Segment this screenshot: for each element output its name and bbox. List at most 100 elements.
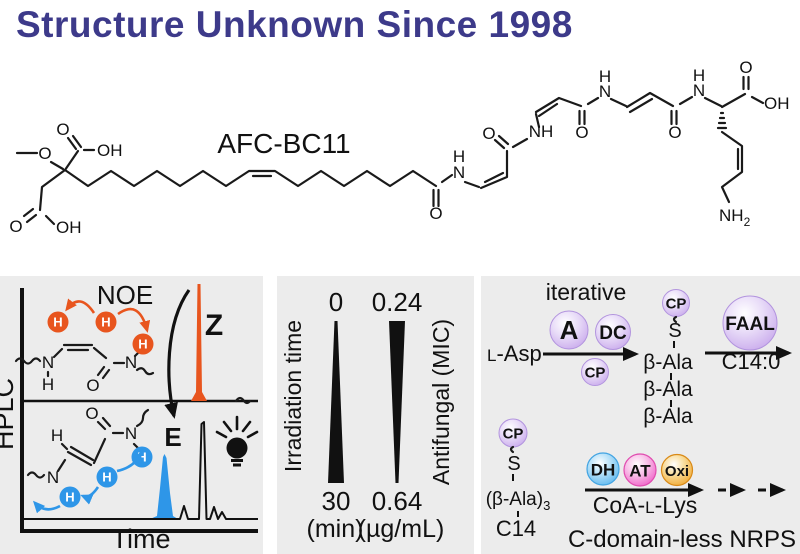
- figure-title: Structure Unknown Since 1998: [16, 4, 573, 45]
- svg-text:H: H: [137, 450, 146, 465]
- domain-sphere-dc: DC: [595, 314, 631, 350]
- o-atom: O: [56, 120, 69, 139]
- s-atom: S: [668, 320, 681, 342]
- hplc-panel: Z NOE N H O N H H H: [0, 276, 263, 554]
- z-peak: [191, 284, 207, 401]
- c14-label: C14: [496, 516, 536, 541]
- oh-atom: OH: [97, 141, 123, 160]
- o-atom: O: [86, 376, 99, 395]
- s-atom: S: [507, 453, 520, 475]
- h-atom: H: [51, 426, 63, 445]
- svg-text:CP: CP: [585, 365, 606, 382]
- molecule-structure: AFC-BC11 O O: [9, 58, 789, 237]
- n-atom: N: [693, 81, 705, 100]
- domain-sphere-at: AT: [623, 453, 657, 487]
- noe-label: NOE: [97, 280, 153, 310]
- skeletal-bonds: [15, 75, 765, 226]
- nh2-atom: NH2: [719, 206, 751, 229]
- mic-wedge: [389, 321, 405, 483]
- o-atom: O: [85, 404, 98, 423]
- hplc-x-axis-label: Time: [112, 524, 171, 554]
- coa-lys-label: CoA-L-Lys: [593, 492, 697, 518]
- domain-sphere-cp-top: CP: [662, 289, 690, 317]
- irradiation-end: 30: [322, 486, 351, 516]
- irradiation-unit: (min): [307, 515, 364, 543]
- h-atom: H: [42, 375, 54, 394]
- z-noe-protons: H H H: [47, 311, 154, 355]
- irradiation-start: 0: [329, 287, 343, 317]
- substrate-label: L-Asp: [487, 341, 542, 366]
- oh-atom: OH: [56, 218, 82, 237]
- o-atom: O: [429, 204, 442, 223]
- molecule-atom-labels: O O OH O OH O N H O NH O N H O N H O OH …: [9, 58, 789, 237]
- nrps-panel: iterative A DC CP L-Asp CP S β-Ala: [481, 276, 800, 554]
- svg-text:Oxi: Oxi: [665, 463, 689, 480]
- domain-sphere-faal: FAAL: [722, 295, 778, 351]
- mic-unit: (µg/mL): [358, 515, 445, 543]
- domain-sphere-cp-bottom: CP: [498, 418, 528, 448]
- n-atom: N: [125, 424, 137, 443]
- h-atom: H: [453, 147, 465, 166]
- o-atom: O: [9, 217, 22, 236]
- thioester-link-bottom: [509, 445, 515, 454]
- n-atom: N: [453, 163, 465, 182]
- thioester-link-top: [672, 315, 678, 324]
- mic-end: 0.64: [372, 486, 423, 516]
- gradient-panel: 0 0.24 30 0.64 (min) (µg/mL) Irradiation…: [277, 276, 474, 554]
- svg-text:H: H: [65, 490, 74, 505]
- domain-sphere-oxi: Oxi: [660, 453, 694, 487]
- molecule-name: AFC-BC11: [217, 128, 350, 159]
- n-atom: N: [42, 353, 54, 372]
- svg-text:H: H: [102, 470, 111, 485]
- nrps-footer-label: C-domain-less NRPS: [568, 526, 796, 553]
- lightbulb-icon: [215, 415, 259, 467]
- isomerization-arrow: [164, 289, 191, 419]
- svg-text:H: H: [53, 315, 62, 330]
- svg-text:DH: DH: [591, 461, 616, 480]
- e-chromatogram-trace: [22, 421, 258, 520]
- svg-text:H: H: [101, 315, 110, 330]
- svg-text:DC: DC: [599, 323, 627, 344]
- o-atom: O: [38, 144, 51, 163]
- z-noe-arrows: [65, 298, 151, 333]
- o-atom: O: [739, 58, 752, 77]
- hplc-axes: [20, 288, 258, 533]
- irradiation-wedge: [328, 321, 344, 483]
- n-atom: N: [599, 82, 611, 101]
- svg-text:FAAL: FAAL: [725, 314, 775, 335]
- e-structure-bonds: [26, 408, 150, 479]
- iterative-label: iterative: [546, 279, 627, 305]
- mic-axis-label: Antifungal (MIC): [428, 319, 454, 485]
- z-structure-bonds: [14, 343, 155, 380]
- irradiation-axis-label: Irradiation time: [280, 320, 306, 472]
- c14-0-label: C14:0: [722, 349, 781, 374]
- e-noe-arrows: [32, 451, 142, 514]
- h-atom: H: [599, 67, 611, 86]
- mic-start: 0.24: [372, 287, 423, 317]
- svg-text:CP: CP: [503, 426, 524, 443]
- h-atom: H: [693, 66, 705, 85]
- domain-sphere-a: A: [549, 310, 589, 350]
- o-atom: O: [575, 123, 588, 142]
- svg-text:H: H: [138, 337, 147, 352]
- hplc-y-axis-label: HPLC: [0, 378, 19, 450]
- baseline-wiggle: [234, 396, 252, 405]
- o-atom: O: [482, 124, 495, 143]
- svg-text:CP: CP: [666, 296, 687, 313]
- domain-sphere-dh: DH: [586, 452, 620, 486]
- oh-atom: OH: [764, 94, 790, 113]
- e-isomer-label: E: [164, 422, 181, 452]
- beta-ala-2: β-Ala: [643, 378, 693, 401]
- beta-ala3-label: (β-Ala)3: [486, 489, 551, 513]
- o-atom: O: [668, 123, 681, 142]
- nh-atom: NH: [529, 122, 554, 141]
- domain-sphere-cp-mid: CP: [581, 358, 609, 386]
- n-atom: N: [47, 468, 59, 487]
- beta-ala-3: β-Ala: [643, 405, 693, 428]
- n-atom: N: [125, 353, 137, 372]
- svg-text:AT: AT: [629, 462, 651, 481]
- beta-ala-1: β-Ala: [643, 351, 693, 374]
- svg-text:A: A: [560, 315, 579, 345]
- e-peak: [150, 454, 178, 519]
